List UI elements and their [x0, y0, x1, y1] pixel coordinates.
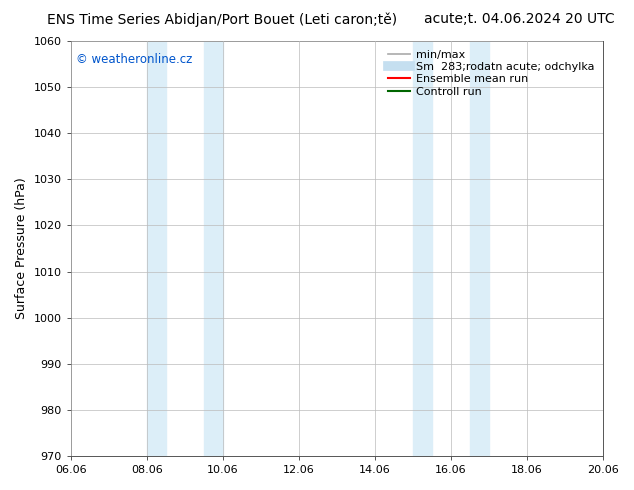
Y-axis label: Surface Pressure (hPa): Surface Pressure (hPa): [15, 178, 28, 319]
Text: © weatheronline.cz: © weatheronline.cz: [76, 53, 192, 67]
Bar: [413, 41, 432, 456]
Bar: [146, 41, 165, 456]
Bar: [470, 41, 489, 456]
Legend: min/max, Sm  283;rodatn acute; odchylka, Ensemble mean run, Controll run: min/max, Sm 283;rodatn acute; odchylka, …: [385, 47, 598, 100]
Bar: [204, 41, 223, 456]
Text: acute;t. 04.06.2024 20 UTC: acute;t. 04.06.2024 20 UTC: [424, 12, 615, 26]
Text: ENS Time Series Abidjan/Port Bouet (Leti caron;tě): ENS Time Series Abidjan/Port Bouet (Leti…: [47, 12, 397, 27]
